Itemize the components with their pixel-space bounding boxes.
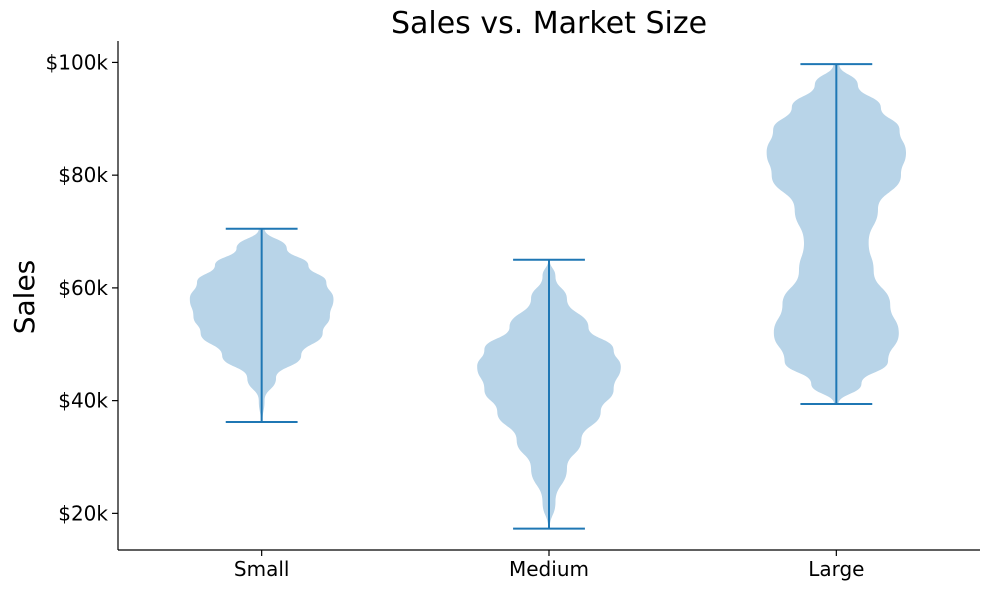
x-tick-label: Medium: [509, 557, 589, 581]
y-tick-label: $20k: [58, 501, 108, 525]
y-tick-label: $80k: [58, 163, 108, 187]
ticks-layer: $20k $40k $60k $80k $100k Small Medium Large: [46, 50, 865, 581]
violins-layer: [190, 64, 906, 528]
chart-title: Sales vs. Market Size: [391, 6, 707, 41]
y-tick-label: $60k: [58, 276, 108, 300]
y-axis-label: Sales: [8, 260, 41, 335]
y-tick-label: $100k: [46, 50, 109, 74]
x-tick-label: Small: [234, 557, 290, 581]
y-tick-label: $40k: [58, 389, 108, 413]
x-tick-label: Large: [808, 557, 864, 581]
